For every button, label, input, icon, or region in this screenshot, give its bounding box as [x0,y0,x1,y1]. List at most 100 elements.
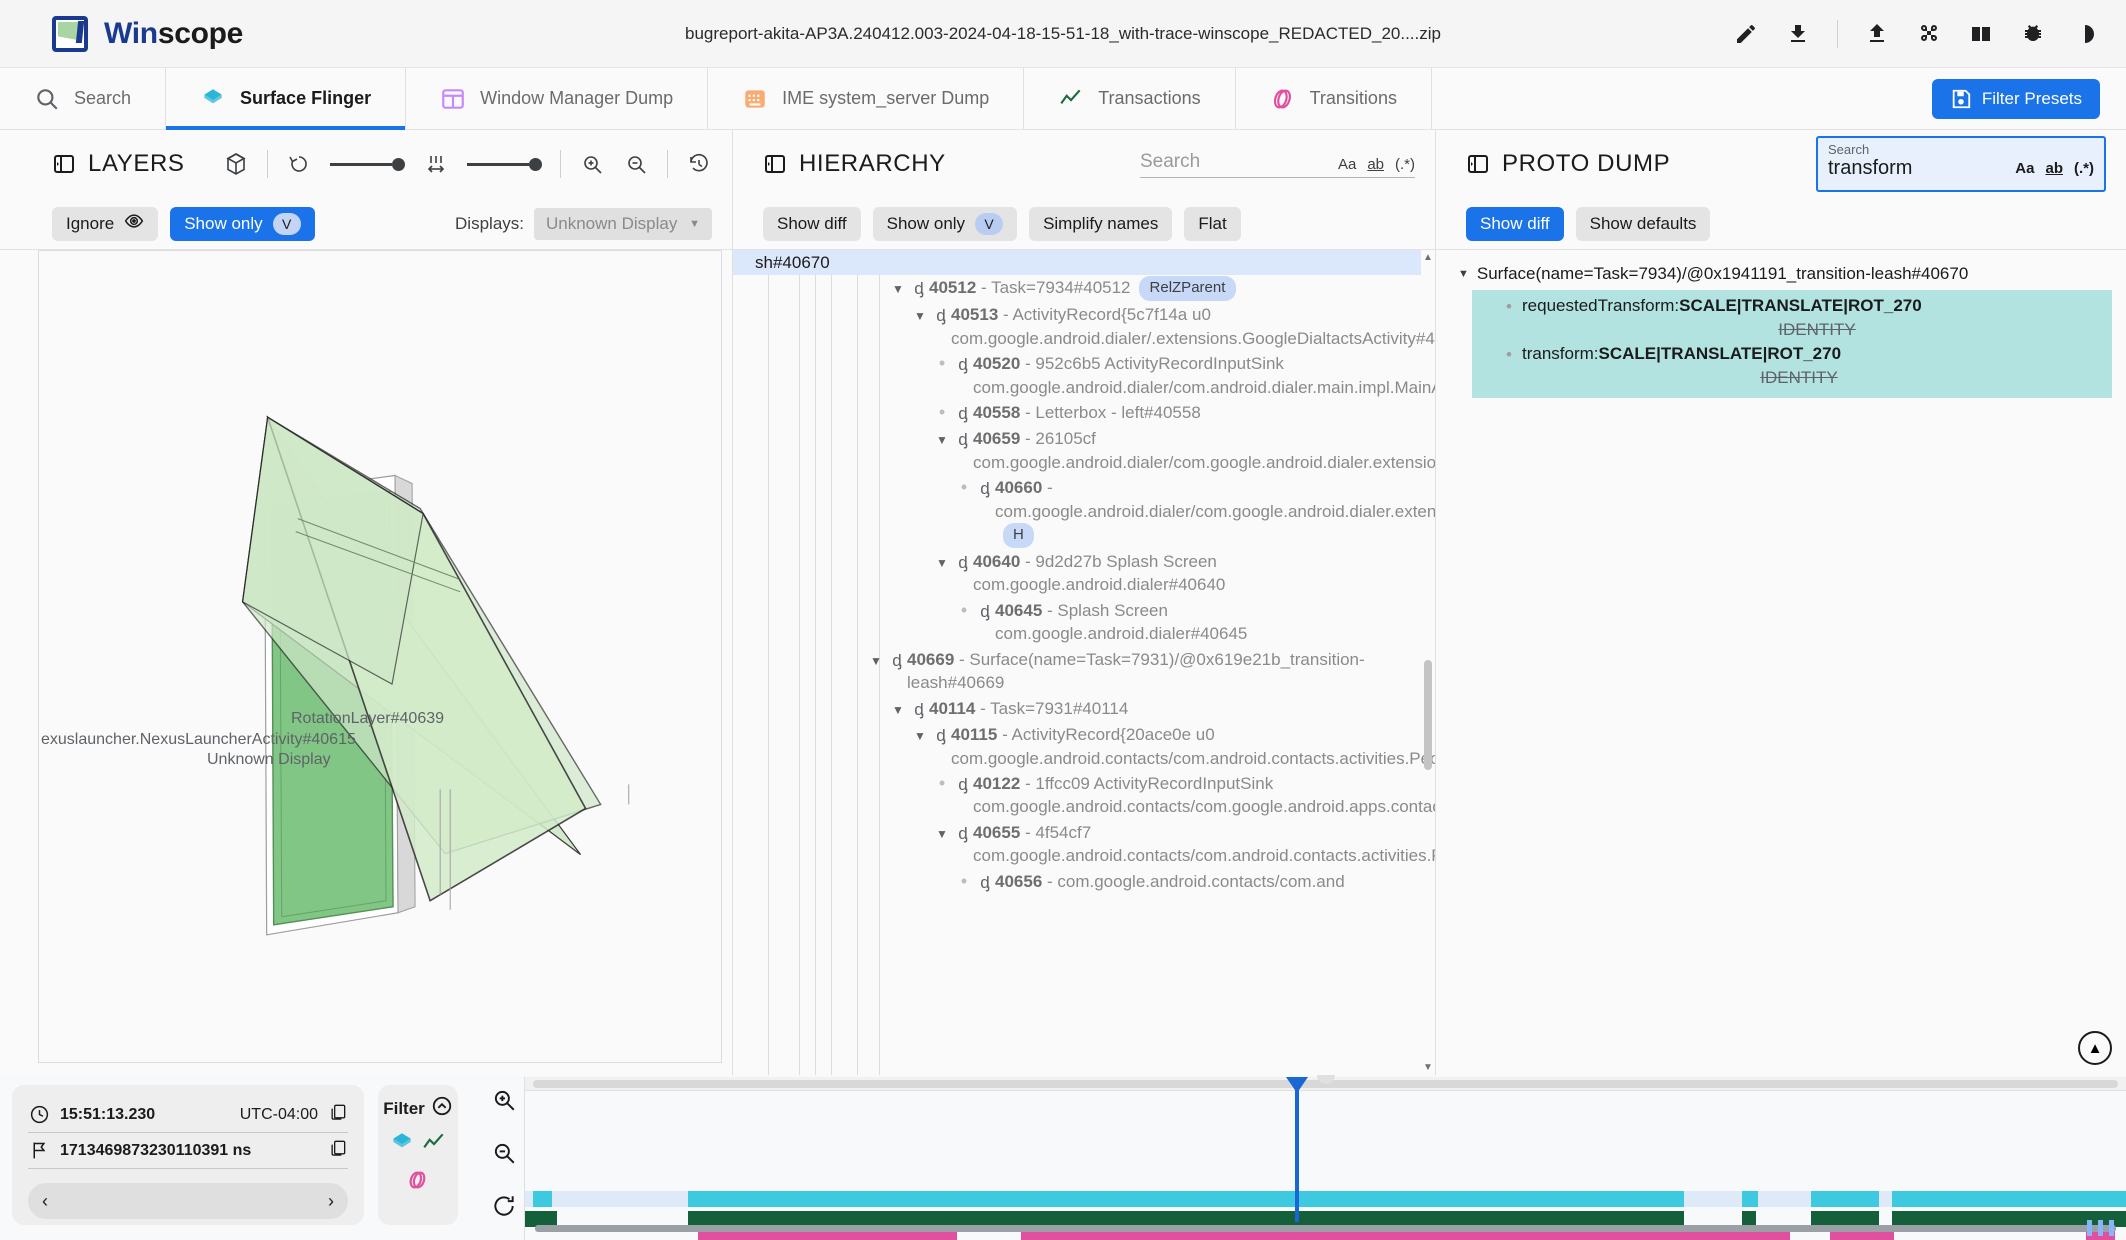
tree-row[interactable]: ▼ ᶁ 40640 - 9d2d27b Splash Screen com.goog… [733,549,1421,598]
timeline-zoom-in-icon[interactable] [491,1087,517,1118]
chevron-down-icon[interactable]: ▼ [936,826,948,841]
collapse-filter-icon[interactable] [431,1095,453,1122]
zoom-out-icon[interactable] [623,151,649,177]
3d-view-icon[interactable] [223,151,249,177]
pin-icon[interactable]: ᶁ [980,872,990,892]
pin-icon[interactable]: ᶁ [958,552,968,572]
timeline-top-scrollbar[interactable] [525,1075,2126,1091]
hierarchy-flat-button[interactable]: Flat [1184,206,1241,241]
scrollbar-grip[interactable] [1316,1075,1335,1084]
tree-row[interactable]: • ᶁ 40558 - Letterbox - left#40558 [733,400,1421,426]
hierarchy-scrollbar[interactable]: ▲ ▼ [1423,250,1433,1075]
reset-view-icon[interactable] [686,151,712,177]
proto-search-input[interactable]: transform [1828,157,1913,179]
spacing-slider[interactable] [467,157,542,171]
timeline-segment[interactable] [1741,1191,1758,1207]
tab-transitions[interactable]: Transitions [1236,68,1432,129]
tab-transactions[interactable]: Transactions [1024,68,1236,129]
chevron-down-icon[interactable]: ▼ [936,555,948,570]
tree-row[interactable]: • ᶁ 40660 - com.google.android.dialer/com.… [733,475,1435,549]
scrollbar-thumb[interactable] [533,1080,2118,1088]
timeline-segment[interactable] [1810,1191,1880,1207]
filter-title[interactable]: Filter [383,1095,453,1122]
tree-row[interactable]: ▼ ᶁ 40655 - 4f54cf7 com.google.android.con… [733,820,1435,869]
timeline-zoom-out-icon[interactable] [491,1140,517,1171]
hierarchy-search-input[interactable]: Search [1140,150,1201,172]
transactions-track[interactable] [525,1211,2126,1227]
tab-surface-flinger[interactable]: Surface Flinger [166,68,407,130]
proto-root-node[interactable]: ▼ Surface(name=Task=7934)/@0x1941191_tra… [1458,264,2126,284]
chevron-down-icon[interactable]: ▼ [1458,268,1469,280]
timeline-track-area[interactable] [524,1075,2126,1240]
pin-icon[interactable]: ᶁ [892,650,902,670]
timeline-bottom-scrollbar[interactable] [535,1225,2116,1232]
tree-row[interactable]: ▼ ᶁ 40659 - 26105cf com.google.android.dia… [733,426,1435,475]
tree-row[interactable]: sh#40670 [733,250,1421,276]
scrollbar-thumb[interactable] [1424,660,1432,770]
timeline-cursor-handle[interactable] [1285,1077,1308,1093]
displays-select[interactable]: Unknown Display ▼ [534,207,712,240]
timeline-segment[interactable] [1810,1211,1880,1227]
scroll-down-arrow-icon[interactable]: ▼ [1423,1062,1433,1073]
whole-word-icon[interactable]: ab [1367,155,1384,173]
proto-entry[interactable]: • requestedTransform:SCALE|TRANSLATE|ROT… [1472,296,2112,319]
chevron-down-icon[interactable]: ▼ [936,433,948,448]
pin-icon[interactable]: ᶁ [980,479,990,499]
download-icon[interactable] [1785,21,1811,47]
hierarchy-tree[interactable]: sh#40670 ▼ ᶁ 40512 - Task=7934#40512 RelZPar… [733,250,1435,1075]
chevron-down-icon[interactable]: ▼ [892,282,904,297]
pin-icon[interactable]: ᶁ [914,279,924,299]
tab-ime-system-server-dump[interactable]: IME system_server Dump [708,68,1025,129]
documentation-icon[interactable] [1968,21,1994,47]
timeline-cursor[interactable] [1294,1077,1299,1222]
pin-icon[interactable]: ᶁ [936,306,946,326]
timeline-tracks[interactable] [525,1095,2126,1240]
match-case-icon[interactable]: Aa [2015,160,2035,177]
surface-flinger-icon[interactable] [389,1130,415,1161]
proto-search[interactable]: Search transform Aa ab (.*) [1816,136,2106,192]
transitions-icon[interactable] [405,1167,431,1198]
tree-row[interactable]: ▼ ᶁ 40669 - Surface(name=Task=7931)/@0x619… [733,647,1421,696]
filter-presets-button[interactable]: Filter Presets [1931,79,2100,119]
layers-3d-canvas[interactable]: RotationLayer#40639 exuslauncher.NexusLa… [38,250,722,1063]
collapse-panel-icon[interactable] [1466,152,1490,176]
pin-icon[interactable]: ᶁ [958,430,968,450]
chevron-down-icon[interactable]: ▼ [892,702,904,717]
show-only-button[interactable]: Show only V [170,206,315,241]
tree-row[interactable]: • ᶁ 40122 - 1ffcc09 ActivityRecordInputSin… [733,771,1435,820]
pin-icon[interactable]: ᶁ [958,823,968,843]
pin-icon[interactable]: ᶁ [958,403,968,423]
tree-row[interactable]: ▼ ᶁ 40512 - Task=7934#40512 RelZParent [733,275,1421,302]
pin-icon[interactable]: ᶁ [914,699,924,719]
rotation-slider[interactable] [330,157,405,171]
tree-row[interactable]: ▼ ᶁ 40513 - ActivityRecord{5c7f14a u0 com.… [733,302,1435,351]
tree-row[interactable]: ▼ ᶁ 40114 - Task=7931#40114 [733,696,1421,722]
regex-icon[interactable]: (.*) [1395,155,1415,173]
timeline-segment[interactable] [1885,1227,1894,1240]
pin-icon[interactable]: ᶁ [980,601,990,621]
collapse-panel-icon[interactable] [763,152,787,176]
scroll-to-top-button[interactable]: ▲ [2078,1031,2112,1065]
tab-search[interactable]: Search [0,68,167,129]
hierarchy-show-diff-button[interactable]: Show diff [763,206,861,241]
chevron-down-icon[interactable]: ▼ [870,653,882,668]
hierarchy-search[interactable]: Search Aa ab (.*) [1140,151,1415,178]
proto-entry[interactable]: • transform:SCALE|TRANSLATE|ROT_270 [1472,344,2112,367]
hierarchy-tree-rows[interactable]: sh#40670 ▼ ᶁ 40512 - Task=7934#40512 RelZPar… [733,250,1435,1075]
tree-row[interactable]: • ᶁ 40520 - 952c6b5 ActivityRecordInputSin… [733,351,1435,400]
timeline-segment[interactable] [1557,1191,1685,1207]
timeline-segment[interactable] [533,1191,553,1207]
transactions-icon[interactable] [421,1130,447,1161]
pin-icon[interactable]: ᶁ [958,355,968,375]
surface-flinger-track[interactable] [525,1191,2126,1207]
proto-dump-content[interactable]: ▼ Surface(name=Task=7934)/@0x1941191_tra… [1436,250,2126,1075]
hierarchy-simplify-names-button[interactable]: Simplify names [1029,206,1173,241]
chevron-down-icon[interactable]: ▼ [914,309,926,324]
next-entry-button[interactable]: › [328,1190,334,1211]
dark-mode-icon[interactable] [2072,21,2098,47]
previous-entry-button[interactable]: ‹ [42,1190,48,1211]
shortcuts-icon[interactable] [1916,21,1942,47]
tree-row[interactable]: • ᶁ 40645 - Splash Screen com.google.andro… [733,598,1421,647]
collapse-panel-icon[interactable] [52,152,76,176]
pin-icon[interactable]: ᶁ [936,726,946,746]
